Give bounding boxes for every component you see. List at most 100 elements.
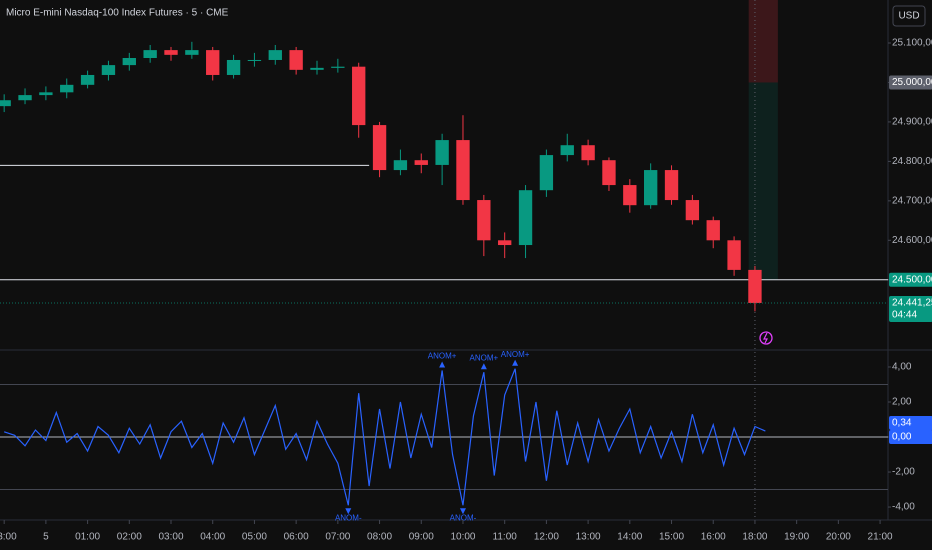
candle-body: [60, 84, 74, 93]
anomaly-label: ANOM+: [501, 350, 530, 359]
y-tick-label: 2,00: [892, 397, 912, 408]
y-tick-label: 24.600,00: [892, 235, 932, 246]
candle-body: [518, 190, 533, 246]
chart-title: Micro E-mini Nasdaq-100 Index Futures · …: [6, 8, 229, 19]
x-tick-label: 20:00: [826, 532, 851, 543]
candle-body: [685, 200, 700, 221]
candle-body: [706, 220, 720, 241]
candle-body: [0, 100, 11, 107]
alert-bolt[interactable]: [763, 332, 768, 344]
candle-body: [247, 59, 262, 61]
last-value-label-box: [889, 416, 932, 431]
last-value-label: 0,34: [892, 418, 912, 429]
candle-body: [477, 200, 491, 241]
x-tick-label: 05:00: [242, 532, 267, 543]
candle-body: [581, 145, 595, 161]
x-tick-label: 14:00: [617, 532, 642, 543]
candle-body: [623, 185, 637, 206]
candle-body: [748, 269, 762, 303]
candle-body: [414, 160, 428, 165]
y-tick-label: 24.500,00: [892, 274, 932, 285]
alert-icon[interactable]: [759, 331, 773, 345]
countdown-label: 04:44: [892, 310, 917, 321]
y-tick-label-box: [889, 272, 932, 287]
y-tick-label: -2,00: [892, 467, 915, 478]
anomaly-marker: [480, 363, 487, 370]
x-tick-label: 03:00: [158, 532, 183, 543]
last-price-box: [889, 295, 932, 322]
candle-body: [539, 155, 554, 191]
candle-body: [289, 50, 303, 70]
x-tick-label: 09:00: [409, 532, 434, 543]
y-tick-label: -4,00: [892, 502, 915, 513]
candle-body: [727, 240, 741, 270]
candle-body: [352, 66, 366, 126]
candle-body: [372, 125, 387, 171]
x-tick-label: 07:00: [325, 532, 350, 543]
x-tick-label: 16:00: [701, 532, 726, 543]
candle-body: [101, 65, 116, 75]
x-tick-label: 15:00: [659, 532, 684, 543]
candle-body: [393, 160, 408, 171]
candle-body: [39, 92, 53, 96]
y-tick-label: 0,00: [892, 432, 912, 443]
anomaly-label: ANOM-: [450, 513, 477, 522]
candle-body: [122, 58, 136, 66]
anomaly-marker: [459, 508, 466, 515]
candle-body: [602, 160, 616, 186]
position-target-zone: [748, 82, 778, 280]
anomaly-label: ANOM-: [335, 513, 362, 522]
y-tick-label-box: [889, 430, 932, 445]
candle-body: [498, 240, 512, 246]
anomaly-marker: [345, 508, 352, 515]
candle-body: [664, 170, 679, 201]
candle-body: [143, 50, 157, 59]
x-tick-label: 02:00: [117, 532, 142, 543]
currency-label[interactable]: USD: [898, 11, 919, 22]
y-tick-label: 24.700,00: [892, 195, 932, 206]
candle-body: [560, 145, 574, 156]
candle-body: [310, 67, 324, 70]
y-tick-label: 25.000,00: [892, 77, 932, 88]
x-tick-label: 13:00: [576, 532, 601, 543]
candle-body: [80, 74, 95, 85]
x-tick-label: 21:00: [868, 532, 893, 543]
last-price-label: 24.441,25: [892, 298, 932, 309]
candle-body: [206, 50, 220, 75]
x-tick-label: 01:00: [75, 532, 100, 543]
currency-button[interactable]: [892, 5, 926, 27]
x-tick-label: 5: [43, 532, 49, 543]
anomaly-marker: [439, 361, 446, 368]
x-tick-label: 06:00: [284, 532, 309, 543]
y-tick-label: 24.900,00: [892, 117, 932, 128]
x-tick-label: 08:00: [367, 532, 392, 543]
y-tick-label-box: [889, 75, 932, 90]
candle-body: [331, 66, 345, 68]
x-tick-label: 04:00: [200, 532, 225, 543]
candle-body: [643, 170, 658, 206]
y-tick-label: 24.800,00: [892, 156, 932, 167]
candle-body: [226, 59, 241, 75]
candle-body: [164, 50, 178, 55]
candle-body: [435, 140, 449, 165]
candle-body: [456, 140, 470, 201]
alert-circle[interactable]: [759, 331, 773, 345]
x-tick-label: 12:00: [534, 532, 559, 543]
x-tick-label: 23:00: [0, 532, 17, 543]
x-tick-label: 10:00: [450, 532, 475, 543]
y-tick-label: 25.100,00: [892, 38, 932, 49]
anomaly-marker: [512, 359, 519, 366]
y-tick-label: 4,00: [892, 362, 912, 373]
x-tick-label: 18:00: [742, 532, 767, 543]
anomaly-label: ANOM+: [469, 353, 498, 362]
x-tick-label: 11:00: [493, 532, 518, 543]
anomaly-label: ANOM+: [428, 352, 457, 361]
position-stop-zone: [748, 0, 778, 83]
candle-body: [185, 50, 199, 55]
indicator-line: [3, 368, 766, 506]
candle-body: [18, 95, 32, 101]
candle-body: [268, 50, 282, 60]
x-tick-label: 19:00: [784, 532, 809, 543]
